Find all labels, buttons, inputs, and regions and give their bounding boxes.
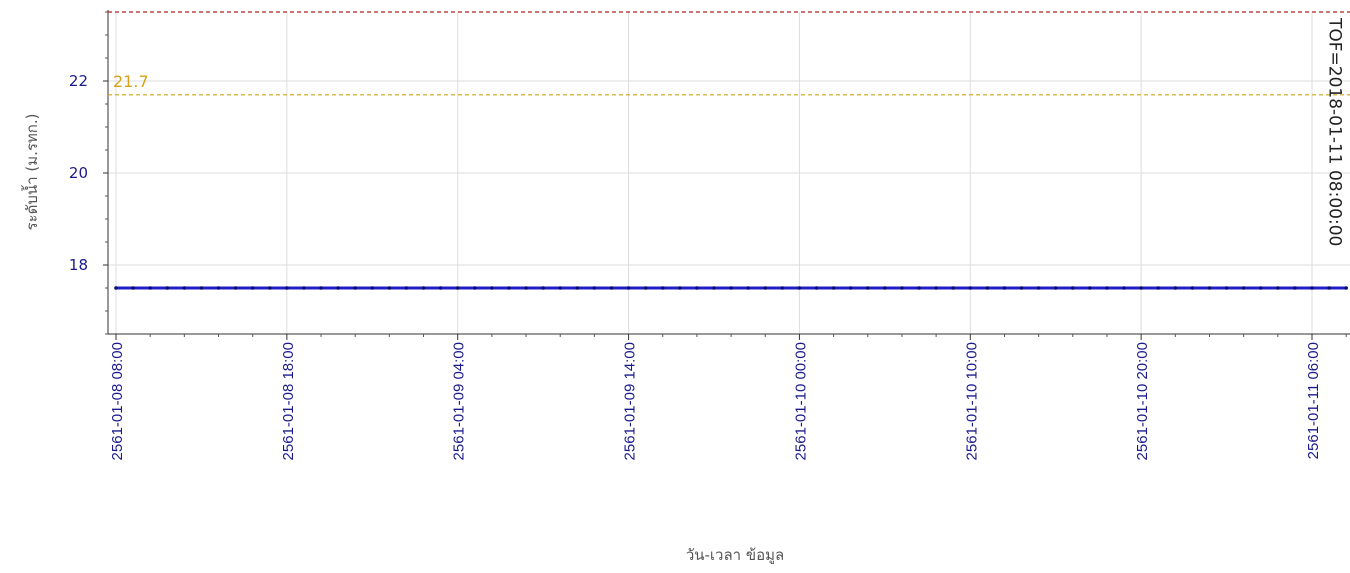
- series-point: [267, 286, 272, 290]
- series-point: [746, 286, 750, 290]
- series-point: [1002, 286, 1007, 290]
- x-tick-label: 2561-01-10 00:00: [792, 342, 809, 460]
- axes: [107, 10, 1350, 335]
- series-point: [1241, 286, 1246, 290]
- x-tick-label: 2561-01-10 20:00: [1134, 342, 1151, 460]
- series-point: [541, 286, 545, 290]
- series-point: [165, 286, 170, 290]
- series-point: [660, 286, 665, 290]
- y-axis-title: ระดับน้ำ (ม.รทก.): [21, 114, 41, 231]
- series-point: [678, 286, 682, 290]
- series-point: [1276, 286, 1280, 290]
- series-point: [114, 286, 118, 290]
- series-point: [148, 286, 152, 290]
- series-point: [643, 286, 648, 290]
- series-point: [814, 286, 819, 290]
- series-point: [370, 286, 375, 290]
- series-point: [353, 286, 358, 290]
- series-point: [1105, 286, 1109, 290]
- series-point: [490, 286, 494, 290]
- series-point: [473, 286, 477, 290]
- y-tick-label: 22: [69, 72, 88, 90]
- series-point: [985, 286, 990, 290]
- series: [114, 286, 1348, 290]
- series-point: [575, 286, 580, 290]
- series-point: [831, 286, 836, 290]
- series-point: [1088, 286, 1092, 290]
- series-point: [934, 286, 938, 290]
- series-point: [524, 286, 528, 290]
- series-point: [1036, 286, 1041, 290]
- series-point: [404, 286, 409, 290]
- series-point: [1071, 286, 1075, 290]
- x-tick-label: 2561-01-09 04:00: [451, 342, 468, 460]
- series-point: [695, 286, 699, 290]
- series-point: [558, 286, 563, 290]
- series-point: [1207, 286, 1212, 290]
- x-ticks: 2561-01-08 08:00 2561-01-08 18:00 2561-01-…: [109, 334, 1347, 460]
- series-point: [216, 286, 221, 290]
- series-point: [1122, 286, 1126, 290]
- grid: [108, 12, 1350, 334]
- series-point: [319, 286, 323, 290]
- series-point: [883, 286, 887, 290]
- x-tick-label: 2561-01-10 10:00: [963, 342, 980, 460]
- series-point: [1156, 286, 1161, 290]
- series-point: [1344, 286, 1348, 290]
- series-point: [797, 286, 802, 290]
- series-point: [199, 286, 204, 290]
- series-point: [131, 286, 135, 290]
- series-point: [182, 286, 187, 290]
- series-point: [900, 286, 904, 290]
- series-point: [1224, 286, 1229, 290]
- series-point: [729, 286, 733, 290]
- series-point: [917, 286, 921, 290]
- series-point: [712, 286, 716, 290]
- y-tick-label: 20: [69, 164, 88, 182]
- series-point: [1173, 286, 1178, 290]
- x-tick-label: 2561-01-08 08:00: [109, 342, 126, 460]
- series-point: [1310, 286, 1314, 290]
- x-tick-label: 2561-01-08 18:00: [280, 342, 297, 460]
- series-point: [302, 286, 306, 290]
- series-point: [951, 286, 955, 290]
- series-point: [233, 286, 238, 290]
- series-point: [865, 286, 870, 290]
- series-point: [1293, 286, 1297, 290]
- x-axis-title: วัน-เวลา ข้อมูล: [686, 546, 784, 564]
- series-point: [968, 286, 973, 290]
- y-ticks: 18 20 22: [69, 11, 108, 335]
- series-point: [336, 286, 340, 290]
- series-point: [1258, 286, 1263, 290]
- series-point: [507, 286, 511, 290]
- series-point: [1053, 286, 1058, 290]
- y-reference-label: 21.7: [113, 72, 149, 91]
- series-point: [609, 286, 614, 290]
- series-point: [780, 286, 785, 290]
- series-point: [848, 286, 853, 290]
- x-tick-label: 2561-01-11 06:00: [1305, 342, 1322, 459]
- series-point: [250, 286, 255, 290]
- x-reference-label: TOF=2018-01-11 08:00:00: [1325, 17, 1345, 246]
- series-point: [1019, 286, 1024, 290]
- series-point: [438, 286, 443, 290]
- series-point: [592, 286, 597, 290]
- series-point: [455, 286, 460, 290]
- series-point: [285, 286, 289, 290]
- series-point: [387, 286, 392, 290]
- series-point: [1190, 286, 1195, 290]
- y-tick-label: 18: [69, 256, 88, 274]
- series-point: [763, 286, 768, 290]
- series-point: [626, 286, 631, 290]
- x-tick-label: 2561-01-09 14:00: [622, 342, 639, 460]
- reference-lines: 21.7 TOF=2018-01-11 08:00:00: [108, 11, 1350, 246]
- series-point: [421, 286, 426, 290]
- series-point: [1327, 286, 1331, 290]
- series-point: [1139, 286, 1143, 290]
